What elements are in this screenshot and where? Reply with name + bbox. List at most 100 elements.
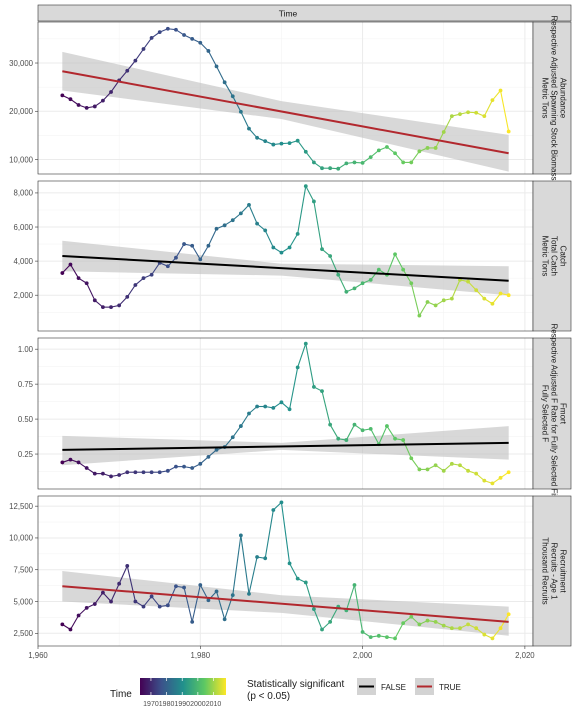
facet-label: FmortRespective Adjusted F Rate for Full… xyxy=(541,323,568,503)
data-point xyxy=(198,583,203,587)
data-point xyxy=(441,623,446,628)
series-segment xyxy=(491,627,501,639)
series-segment xyxy=(118,296,128,306)
series-segment xyxy=(305,343,315,388)
x-tick-label: 1,960 xyxy=(28,651,48,660)
data-point xyxy=(271,406,276,410)
series-segment xyxy=(216,66,226,83)
data-point xyxy=(76,276,81,281)
series-segment xyxy=(134,48,144,61)
series-segment xyxy=(394,254,404,270)
facet-label-line: Total Catch xyxy=(550,236,559,276)
data-point xyxy=(76,103,81,107)
data-point xyxy=(263,404,268,409)
time-colorbar xyxy=(140,678,226,695)
series-segment xyxy=(183,587,193,622)
data-point xyxy=(117,581,122,586)
facet-label: CatchTotal CatchMetric Tons xyxy=(541,236,568,277)
data-point xyxy=(206,454,211,459)
colorbar-tick-label: 2010 xyxy=(206,701,222,708)
data-point xyxy=(328,619,333,624)
data-point xyxy=(417,622,422,627)
series-segment xyxy=(491,293,501,305)
series-segment xyxy=(280,502,291,564)
data-point xyxy=(287,407,292,412)
series-segment xyxy=(370,428,380,445)
data-point xyxy=(149,272,154,277)
data-point xyxy=(190,466,195,470)
data-point xyxy=(125,470,130,475)
data-point xyxy=(68,262,73,267)
data-point xyxy=(92,602,97,606)
series-segment xyxy=(297,343,307,368)
series-segment xyxy=(500,90,510,132)
legend-true-label: TRUE xyxy=(439,683,461,692)
series-segment xyxy=(467,281,477,291)
data-point xyxy=(271,245,276,250)
data-point xyxy=(165,468,170,473)
data-point xyxy=(165,264,170,269)
series-segment xyxy=(264,509,274,559)
data-point xyxy=(466,279,470,284)
x-tick-label: 2,000 xyxy=(353,651,373,660)
data-point xyxy=(474,288,479,292)
data-point xyxy=(76,460,81,465)
data-point xyxy=(230,94,235,99)
legend-false-label: FALSE xyxy=(381,683,406,692)
data-point xyxy=(247,591,251,596)
data-point xyxy=(141,604,146,609)
series-segment xyxy=(240,204,250,214)
data-point xyxy=(182,242,186,246)
data-point xyxy=(149,36,154,40)
data-point xyxy=(295,138,300,143)
data-point xyxy=(482,478,487,483)
y-tick-label: 4,000 xyxy=(13,257,33,266)
data-point xyxy=(255,555,259,559)
data-point xyxy=(222,223,227,228)
data-point xyxy=(312,385,316,389)
series-segment xyxy=(402,269,412,284)
data-point xyxy=(157,30,162,35)
data-point xyxy=(101,98,105,103)
data-point xyxy=(60,622,65,627)
data-point xyxy=(230,218,235,223)
x-tick-label: 1,980 xyxy=(191,651,211,660)
data-point xyxy=(328,166,333,171)
facet-strip-right xyxy=(532,21,572,175)
facet-strip-top: Time xyxy=(37,4,572,22)
data-point xyxy=(441,468,446,473)
series-segment xyxy=(305,185,315,202)
series-segment xyxy=(143,37,153,50)
panel-1: 2,000 4,000 6,000 8,000 CatchTotal CatchMetr… xyxy=(13,180,572,332)
series-segment xyxy=(199,42,209,52)
legend: Time 1970 1980 1990 2000 2010 Statistically … xyxy=(110,678,461,708)
data-point xyxy=(506,470,511,475)
y-tick-label: 0.25 xyxy=(18,450,34,459)
data-point xyxy=(441,298,446,303)
data-point xyxy=(417,149,422,154)
series-segment xyxy=(207,228,218,247)
data-point xyxy=(376,633,381,638)
data-point xyxy=(320,389,324,394)
data-point xyxy=(271,142,276,147)
data-point xyxy=(482,114,487,118)
data-point xyxy=(190,36,195,41)
facet-label-line: Catch xyxy=(559,246,568,267)
data-point xyxy=(222,617,227,622)
legend-key-true: TRUE xyxy=(415,678,461,695)
data-point xyxy=(133,470,138,475)
data-point xyxy=(401,160,406,165)
series-segment xyxy=(118,70,128,81)
data-point xyxy=(360,281,365,286)
data-point xyxy=(320,247,324,252)
facet-label-line: Recruits - Age 1 xyxy=(550,543,559,600)
series-segment xyxy=(394,152,404,163)
data-point xyxy=(393,252,397,257)
data-point xyxy=(368,155,373,160)
data-point xyxy=(68,627,73,632)
data-point xyxy=(157,604,162,609)
data-point xyxy=(60,271,65,275)
data-point xyxy=(206,598,211,603)
data-point xyxy=(76,613,81,618)
data-point xyxy=(409,614,414,619)
